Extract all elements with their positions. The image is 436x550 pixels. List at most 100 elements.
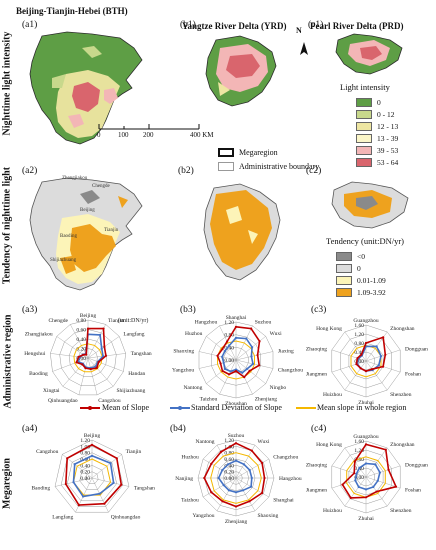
radar-tick-label: 1.60	[354, 323, 364, 329]
radar-spoke	[365, 360, 388, 391]
intensity-swatch-1	[356, 109, 372, 119]
radar-category-label: Zhuhai	[358, 400, 374, 406]
north-arrow-label: N	[296, 26, 302, 35]
radar-category-label: Zhongshan	[390, 326, 415, 332]
radar-category-label: Nantong	[183, 385, 202, 391]
radar-category-label: Cangzhou	[36, 449, 59, 455]
scale-label-100: 100	[118, 131, 129, 139]
intensity-legend-item: 13 - 39	[356, 132, 398, 144]
radar-point-sd	[250, 485, 253, 488]
city-label-shijiazhuang: Shijiazhuang	[50, 258, 77, 263]
series-legend-sd-marker	[170, 406, 190, 410]
radar-tick-label: 0.80	[80, 451, 90, 457]
radar-category-label: Changzhou	[273, 455, 298, 461]
radar-point-mean	[234, 505, 238, 508]
tendency-legend-item: 1.09-3.92	[336, 286, 386, 298]
radar-tick-label: 0.00	[224, 358, 234, 364]
radar-spoke	[331, 476, 367, 489]
radar-point-sd	[100, 347, 103, 350]
panel-label-b2: (b2)	[178, 166, 194, 176]
radar-spoke	[216, 444, 237, 479]
intensity-legend-item: 0	[356, 96, 398, 108]
radar-point-sd	[73, 463, 76, 466]
radar-point-sd	[222, 484, 225, 487]
radar-point-sd	[251, 362, 255, 365]
intensity-swatch-2	[356, 121, 372, 131]
radar-point-sd	[94, 365, 97, 368]
radar-tick-label: 1.20	[224, 320, 234, 326]
radar-tick-label: 0.80	[224, 451, 234, 457]
radar-category-label: Shijiazhuang	[117, 388, 146, 394]
radar-point-mean	[226, 340, 229, 343]
radar-point-mean	[250, 327, 253, 330]
intensity-swatch-0	[356, 97, 372, 107]
radar-point-mean	[210, 462, 213, 465]
radar-category-label: Zhenjiang	[225, 519, 248, 525]
radar-spoke	[235, 477, 256, 512]
radar-point-sd	[82, 495, 85, 498]
panel-label-a2: (a2)	[22, 166, 38, 176]
radar-tick-label: 0.80	[354, 457, 364, 463]
radar-spoke	[331, 465, 367, 478]
radar-category-label: Ningbo	[270, 385, 287, 391]
radar-grid-ring	[79, 465, 105, 490]
radar-tick-label: 0.80	[224, 333, 234, 339]
radar-category-label: Foshan	[405, 488, 421, 494]
radar-point-sd	[378, 471, 381, 474]
radar-category-label: Shaoxing	[173, 348, 194, 354]
radar-spoke	[87, 324, 106, 359]
radar-category-label: Suzhou	[255, 319, 272, 325]
radar-category-label: Jiangmen	[306, 488, 327, 494]
radar-tick-label: 1.60	[354, 439, 364, 445]
radar-category-label: Zhaoqing	[306, 462, 327, 468]
radar-point-mean	[356, 357, 359, 360]
radar-point-mean	[248, 500, 251, 503]
map-b1-yrd-intensity	[205, 35, 277, 107]
radar-category-label: Shanghai	[226, 315, 247, 321]
radar-point-mean	[364, 443, 368, 446]
radar-tick-label: 1.00	[80, 444, 90, 450]
radar-point-sd	[223, 367, 226, 370]
radar-point-sd	[355, 472, 358, 475]
panel-label-c1: (c1)	[308, 20, 324, 30]
radar-category-label: Beijing	[84, 433, 100, 439]
radar-tick-label: 0.00	[76, 356, 86, 362]
radar-point-sd	[372, 485, 375, 489]
radar-point-sd	[377, 364, 380, 367]
radar-point-sd	[229, 370, 232, 373]
radar-point-sd	[250, 476, 253, 480]
map-c2-prd-tendency	[331, 181, 409, 229]
radar-point-sd	[234, 368, 238, 371]
radar-spoke	[87, 357, 114, 387]
radar-tick-label: 0.60	[224, 457, 234, 463]
radar-grid-ring	[54, 439, 130, 513]
series-legend-sd: Standard Deviation of Slope	[191, 403, 282, 412]
radar-spoke	[62, 357, 89, 387]
radar-category-label: Cangzhou	[98, 398, 121, 404]
radar-spoke	[365, 465, 401, 478]
intensity-swatch-4	[356, 145, 372, 155]
radar-point-mean	[120, 483, 123, 486]
radar-tick-label: 0.20	[224, 470, 234, 476]
radar-tick-label: 0.60	[80, 457, 90, 463]
radar-category-label: Yangzhou	[172, 368, 194, 374]
radar-tick-label: 0.00	[224, 476, 234, 482]
radar-category-label: Baoding	[31, 486, 50, 492]
tendency-legend-item: 0.01-1.09	[336, 274, 386, 286]
radar-b4: 0.000.200.400.600.801.001.20SuzhouWuxiCh…	[175, 433, 302, 525]
radar-spoke	[87, 357, 124, 372]
radar-category-label: Shenzhen	[390, 392, 412, 398]
radar-series-whole	[73, 343, 103, 373]
radar-point-mean	[258, 364, 261, 367]
intensity-swatch-3	[356, 133, 372, 143]
radar-point-mean	[228, 373, 231, 376]
radar-point-mean	[90, 443, 94, 446]
radar-category-label: Tangshan	[134, 486, 155, 492]
radar-point-mean	[75, 361, 78, 364]
radar-point-sd	[234, 336, 238, 339]
radar-category-label: Taizhou	[181, 498, 199, 504]
radar-point-mean	[382, 365, 385, 368]
radar-category-label: Zhuhai	[358, 516, 374, 522]
radar-point-sd	[72, 481, 75, 484]
